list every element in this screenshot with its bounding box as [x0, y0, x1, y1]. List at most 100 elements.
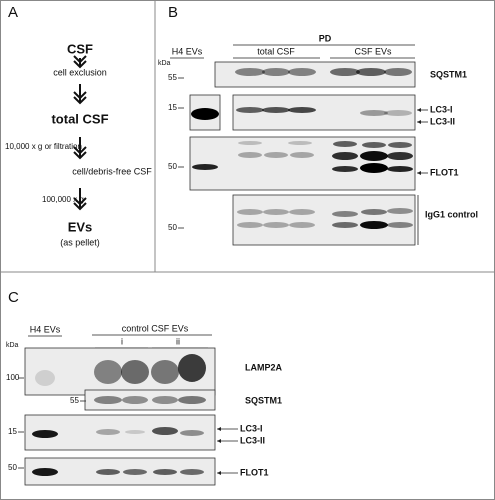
flow-arrow: [73, 188, 87, 211]
lane-header: PD: [319, 33, 332, 43]
protein-label: FLOT1: [430, 167, 459, 177]
band: [360, 110, 388, 116]
band: [178, 354, 206, 382]
protein-label: LC3-II: [430, 116, 455, 126]
blot: [232, 94, 416, 131]
band: [332, 211, 358, 217]
protein-label: LC3-II: [240, 435, 265, 445]
band: [332, 166, 358, 172]
band: [263, 209, 289, 215]
lane-header: i: [121, 336, 123, 346]
band: [178, 396, 206, 404]
flow-arrow: [73, 84, 87, 105]
band: [289, 222, 315, 228]
step: cell/debris-free CSF: [72, 166, 152, 176]
lane-header: total CSF: [257, 46, 295, 56]
blot: [84, 389, 216, 411]
blot: [232, 194, 416, 246]
band: [191, 108, 219, 120]
band: [290, 152, 314, 158]
pointer-head: [417, 120, 421, 124]
protein-label: LAMP2A: [245, 362, 283, 372]
band: [152, 396, 178, 404]
band: [263, 222, 289, 228]
band: [94, 396, 122, 404]
band: [151, 360, 179, 384]
band: [360, 163, 388, 173]
band: [262, 107, 290, 113]
band: [123, 469, 147, 475]
protein-label: SQSTM1: [430, 69, 467, 79]
panel-label: C: [8, 289, 19, 306]
band: [384, 110, 412, 116]
band: [152, 427, 178, 435]
panel-label: A: [8, 4, 18, 21]
band: [288, 141, 312, 145]
kda-label: kDa: [158, 60, 171, 67]
marker: 50: [8, 463, 17, 472]
band: [32, 430, 58, 438]
lane-header: H4 EVs: [172, 46, 203, 56]
protein-label: LC3-I: [430, 104, 453, 114]
band: [356, 68, 386, 76]
band: [262, 68, 290, 76]
condition: 10,000 x g or filtration: [5, 142, 82, 151]
band: [289, 209, 315, 215]
band: [360, 221, 388, 229]
band: [236, 107, 264, 113]
band: [387, 222, 413, 228]
marker: 50: [168, 162, 177, 171]
step: CSF: [67, 41, 93, 56]
band: [333, 141, 357, 147]
band: [264, 152, 288, 158]
flow-arrow: [73, 137, 87, 160]
band: [96, 429, 120, 435]
protein-label: IgG1 control: [425, 209, 478, 219]
band: [332, 222, 358, 228]
lane-header: ii: [176, 336, 180, 346]
band: [384, 68, 412, 76]
band: [330, 68, 360, 76]
band: [35, 370, 55, 386]
band: [360, 151, 388, 161]
step: EVs: [68, 219, 93, 234]
pointer-head: [217, 439, 221, 443]
pointer-head: [417, 108, 421, 112]
band: [96, 469, 120, 475]
step: total CSF: [51, 111, 108, 126]
flow-arrow: [73, 55, 87, 69]
band: [388, 142, 412, 148]
band: [332, 152, 358, 160]
marker: 15: [168, 103, 177, 112]
band: [387, 152, 413, 160]
band: [288, 107, 316, 113]
step: cell exclusion: [53, 67, 107, 77]
band: [32, 468, 58, 476]
band: [153, 469, 177, 475]
band: [387, 166, 413, 172]
band: [125, 430, 145, 434]
lane-header: H4 EVs: [30, 324, 61, 334]
panel-label: B: [168, 4, 178, 21]
band: [237, 222, 263, 228]
protein-label: LC3-I: [240, 423, 263, 433]
pointer-head: [217, 427, 221, 431]
protein-label: SQSTM1: [245, 395, 282, 405]
band: [387, 208, 413, 214]
band: [235, 68, 265, 76]
lane-header: control CSF EVs: [122, 323, 189, 333]
band: [238, 141, 262, 145]
marker: 50: [168, 223, 177, 232]
band: [180, 430, 204, 436]
band: [121, 360, 149, 384]
band: [361, 209, 387, 215]
band: [288, 68, 316, 76]
marker: 15: [8, 427, 17, 436]
condition: 100,000 x g: [42, 195, 84, 204]
band: [238, 152, 262, 158]
marker: 55: [168, 73, 177, 82]
band: [237, 209, 263, 215]
band: [122, 396, 148, 404]
marker: 100: [6, 373, 20, 382]
